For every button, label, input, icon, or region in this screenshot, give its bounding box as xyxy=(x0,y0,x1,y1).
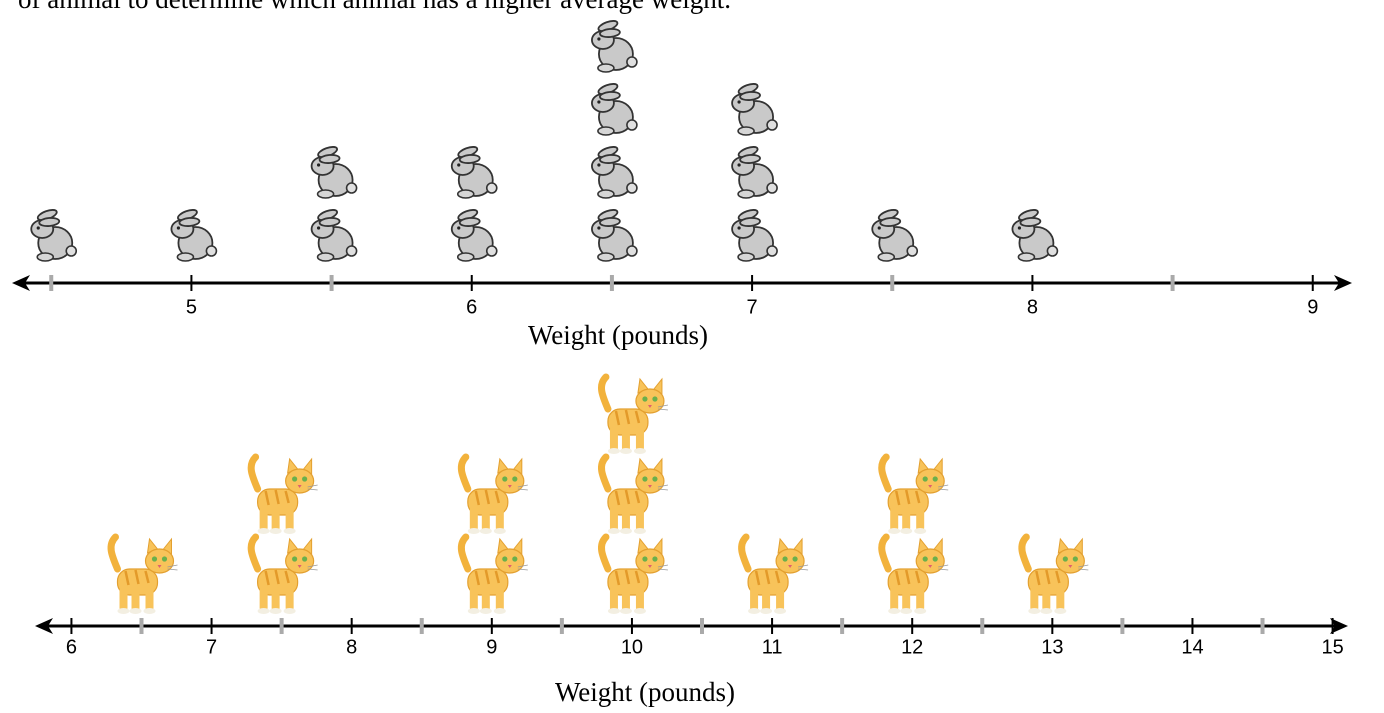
rabbit-icon xyxy=(170,206,218,262)
icon-stack xyxy=(882,457,948,614)
rabbit-icon xyxy=(310,206,358,262)
rabbit-icon xyxy=(591,17,638,73)
icon-stack xyxy=(111,537,177,614)
x-tick-label: 7 xyxy=(747,296,758,318)
intro-text: of animal to determine which animal has … xyxy=(18,0,731,14)
x-tick-label: 10 xyxy=(621,636,643,658)
cat-icon xyxy=(251,537,317,614)
rabbit-icon xyxy=(871,206,919,262)
x-tick-label: 6 xyxy=(466,296,477,318)
rabbit-icon xyxy=(310,143,358,199)
rabbit-icon xyxy=(591,80,638,136)
x-tick-label: 6 xyxy=(66,636,77,658)
x-tick-label: 14 xyxy=(1181,636,1203,658)
rabbit-icon xyxy=(450,206,498,262)
x-tick-label: 9 xyxy=(486,636,497,658)
icon-stack xyxy=(591,17,638,262)
rabbit-icon xyxy=(30,206,78,262)
cat-icon xyxy=(882,457,948,534)
x-tick-label: 13 xyxy=(1041,636,1063,658)
icon-stack xyxy=(1022,537,1088,614)
rabbit-icon xyxy=(731,80,778,136)
x-tick-label: 15 xyxy=(1321,636,1343,658)
icon-stack xyxy=(30,206,78,262)
rabbit-icon xyxy=(731,206,778,262)
x-tick-label: 8 xyxy=(346,636,357,658)
x-tick-label: 12 xyxy=(901,636,923,658)
cat-icon xyxy=(461,457,527,534)
cat-icon xyxy=(461,537,527,614)
axis-arrow xyxy=(35,618,53,634)
x-axis-title: Weight (pounds) xyxy=(555,677,735,707)
icon-stack xyxy=(871,206,919,262)
x-axis-title: Weight (pounds) xyxy=(528,320,708,350)
x-tick-label: 9 xyxy=(1307,296,1318,318)
x-tick-label: 7 xyxy=(206,636,217,658)
icon-stack xyxy=(731,80,778,262)
icon-stack xyxy=(450,143,498,262)
icon-stack xyxy=(461,457,527,614)
rabbit-icon xyxy=(450,143,498,199)
icon-stack xyxy=(251,457,317,614)
axis-arrow xyxy=(1334,275,1352,291)
cat-icon xyxy=(601,537,667,614)
rabbit-icon xyxy=(591,143,638,199)
icon-stack xyxy=(601,377,667,614)
cat-icon xyxy=(601,457,667,534)
x-tick-label: 11 xyxy=(762,636,783,658)
cat-icon xyxy=(601,377,667,454)
cat-icon xyxy=(742,537,808,614)
axis-arrow xyxy=(12,275,30,291)
cat-icon xyxy=(882,537,948,614)
icon-stack xyxy=(170,206,218,262)
cat-icon xyxy=(111,537,177,614)
axis-arrow xyxy=(1330,618,1348,634)
cat-icon xyxy=(251,457,317,534)
icon-stack xyxy=(1011,206,1059,262)
x-tick-label: 5 xyxy=(186,296,197,318)
x-tick-label: 8 xyxy=(1027,296,1038,318)
icon-stack xyxy=(310,143,358,262)
icon-stack xyxy=(742,537,808,614)
rabbit-icon xyxy=(591,206,638,262)
cat-icon xyxy=(1022,537,1088,614)
rabbit-icon xyxy=(1011,206,1059,262)
rabbit-icon xyxy=(731,143,778,199)
